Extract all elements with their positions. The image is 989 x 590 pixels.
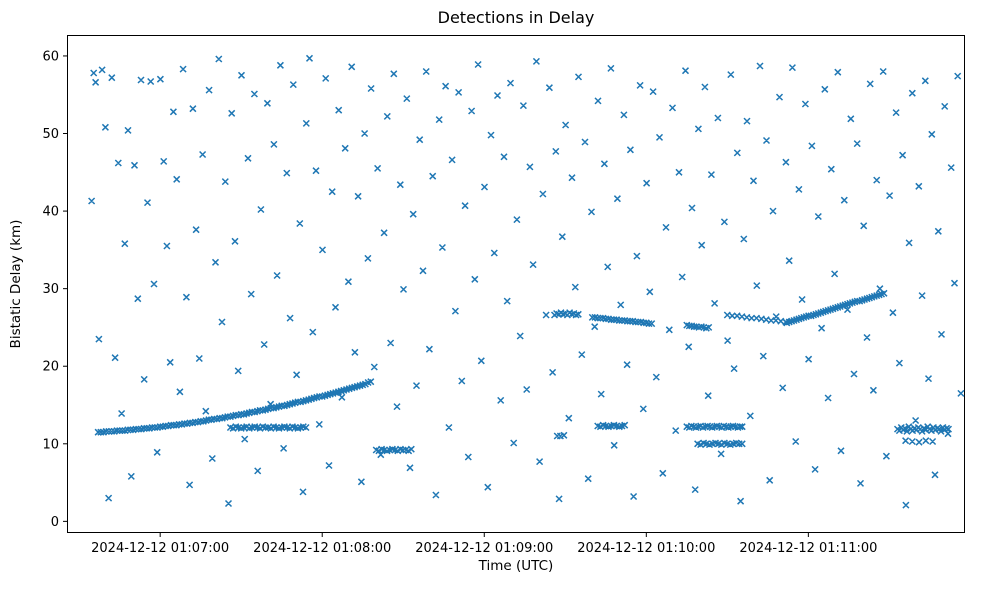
y-tick-label: 50 xyxy=(42,127,59,142)
y-tick-label: 40 xyxy=(42,205,59,220)
x-tick-label: 2024-12-12 01:09:00 xyxy=(415,541,553,556)
x-tick-label: 2024-12-12 01:07:00 xyxy=(91,541,229,556)
scatter-points-detections xyxy=(88,54,965,509)
x-tick-label: 2024-12-12 01:10:00 xyxy=(577,541,715,556)
y-tick-label: 30 xyxy=(42,282,59,297)
y-tick-label: 0 xyxy=(51,515,59,530)
x-tick-label: 2024-12-12 01:08:00 xyxy=(253,541,391,556)
y-tick-label: 20 xyxy=(42,360,59,375)
y-tick-label: 10 xyxy=(42,437,59,452)
x-axis-label: Time (UTC) xyxy=(478,558,554,574)
axes-spines xyxy=(67,35,965,533)
x-tick-label: 2024-12-12 01:11:00 xyxy=(739,541,877,556)
chart-title: Detections in Delay xyxy=(437,8,595,27)
y-tick-label: 60 xyxy=(42,49,59,64)
y-axis-label: Bistatic Delay (km) xyxy=(8,219,24,349)
